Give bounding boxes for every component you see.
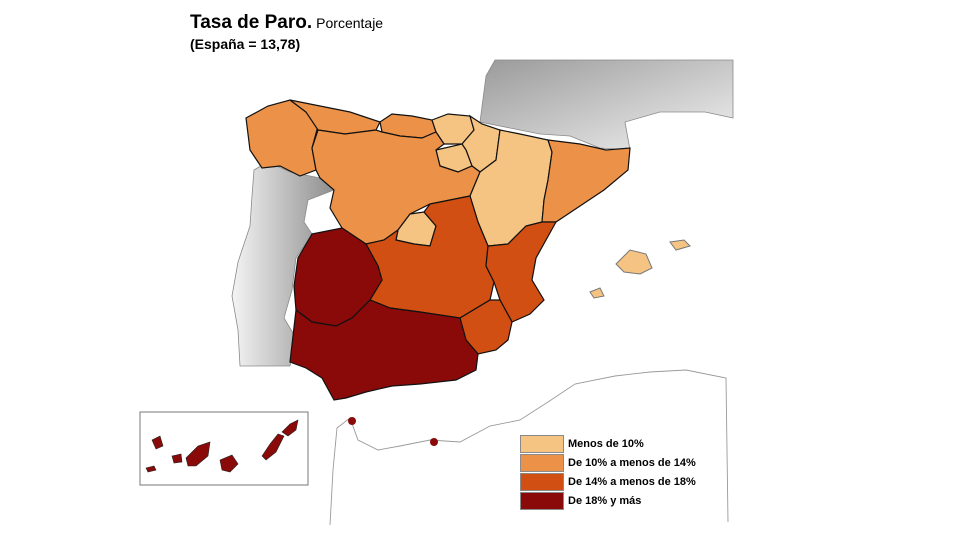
legend-label: De 14% a menos de 18% xyxy=(568,476,696,488)
canary-el-hierro xyxy=(145,465,157,473)
legend-label: Menos de 10% xyxy=(568,438,644,450)
legend-item: Menos de 10% xyxy=(520,435,696,453)
canarias-inset-frame xyxy=(139,411,309,486)
map-title-block: Tasa de Paro. Porcentaje (España = 13,78) xyxy=(190,12,383,53)
canary-gran-canaria xyxy=(219,454,239,473)
legend-swatch xyxy=(520,473,564,491)
canary-tenerife xyxy=(185,441,211,467)
africa-coastline xyxy=(329,369,729,526)
canary-la-gomera xyxy=(171,453,183,464)
canary-lanzarote xyxy=(281,419,299,437)
legend-item: De 14% a menos de 18% xyxy=(520,473,696,491)
region-cataluna xyxy=(541,139,631,223)
region-canarias xyxy=(145,419,299,473)
legend-label: De 18% y más xyxy=(568,495,642,507)
region-mallorca xyxy=(615,249,653,275)
canary-la-palma xyxy=(151,435,164,450)
legend-swatch xyxy=(520,492,564,510)
region-ceuta xyxy=(348,417,356,425)
legend-item: De 18% y más xyxy=(520,492,696,510)
region-menorca xyxy=(669,239,691,251)
region-andalucia xyxy=(289,299,479,401)
map-title-unit: Porcentaje xyxy=(316,15,384,31)
map-subtitle: (España = 13,78) xyxy=(190,36,301,52)
canary-fuerteventura xyxy=(261,433,285,461)
france-land xyxy=(479,59,734,151)
map-legend: Menos de 10% De 10% a menos de 14% De 14… xyxy=(520,435,696,511)
region-melilla xyxy=(430,438,438,446)
map-title-main: Tasa de Paro. xyxy=(190,12,313,33)
legend-swatch xyxy=(520,435,564,453)
legend-item: De 10% a menos de 14% xyxy=(520,454,696,472)
map-title: Tasa de Paro. Porcentaje xyxy=(190,12,383,35)
region-ibiza xyxy=(589,287,605,299)
legend-label: De 10% a menos de 14% xyxy=(568,457,696,469)
legend-swatch xyxy=(520,454,564,472)
